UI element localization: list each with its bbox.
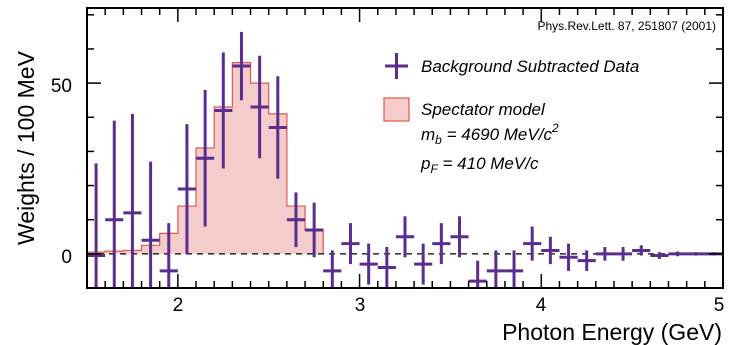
data-point — [650, 252, 669, 259]
data-point — [159, 223, 178, 288]
data-point — [377, 247, 396, 288]
y-tick-label-0: 0 — [61, 247, 72, 268]
data-point — [305, 202, 324, 258]
data-point — [232, 31, 251, 101]
data-point — [105, 120, 124, 288]
data-point — [214, 52, 233, 169]
legend-mb-line: mb = 4690 MeV/c2 — [421, 121, 559, 147]
data-point — [395, 216, 415, 258]
data-point — [141, 161, 160, 288]
data-point — [686, 252, 705, 256]
data-point — [486, 250, 505, 288]
data-point — [268, 76, 287, 179]
data-point — [87, 163, 106, 288]
data-point — [504, 250, 524, 288]
axis-ticks — [87, 8, 723, 288]
legend-pf-line: pF = 410 MeV/c — [420, 154, 539, 176]
data-point — [323, 250, 342, 288]
data-point — [668, 251, 687, 257]
data-point — [577, 250, 596, 271]
y-axis-title: Weights / 100 MeV — [13, 50, 39, 245]
x-axis-title: Photon Energy (GeV) — [502, 319, 722, 345]
data-point — [359, 243, 378, 285]
data-point — [523, 226, 542, 261]
data-point — [414, 243, 433, 285]
legend-model-label: Spectator model — [421, 100, 546, 119]
data-point — [595, 247, 614, 261]
data-point — [559, 243, 578, 271]
data-point — [541, 236, 560, 265]
data-point — [286, 192, 306, 248]
data-point — [468, 260, 487, 288]
data-point — [632, 245, 651, 256]
legend: Background Subtracted Data Spectator mod… — [383, 53, 639, 176]
legend-model-swatch — [383, 97, 410, 122]
data-point — [177, 124, 197, 254]
data-point — [196, 89, 215, 227]
data-point — [341, 223, 360, 265]
x-tick-label-4: 4 — [536, 295, 547, 316]
data-point — [450, 216, 469, 258]
x-tick-label-3: 3 — [355, 295, 366, 316]
data-points-group — [87, 31, 723, 288]
y-tick-label-50: 50 — [51, 76, 72, 97]
data-point — [432, 223, 451, 265]
legend-data-marker — [385, 53, 408, 79]
data-point — [250, 55, 269, 159]
data-point — [613, 247, 633, 261]
legend-data-label: Background Subtracted Data — [421, 57, 639, 76]
plot-frame — [86, 7, 724, 289]
data-point — [123, 113, 142, 288]
x-tick-label-5: 5 — [714, 295, 725, 316]
x-tick-label-2: 2 — [173, 295, 184, 316]
reference-citation: Phys.Rev.Lett. 87, 251807 (2001) — [537, 19, 716, 33]
